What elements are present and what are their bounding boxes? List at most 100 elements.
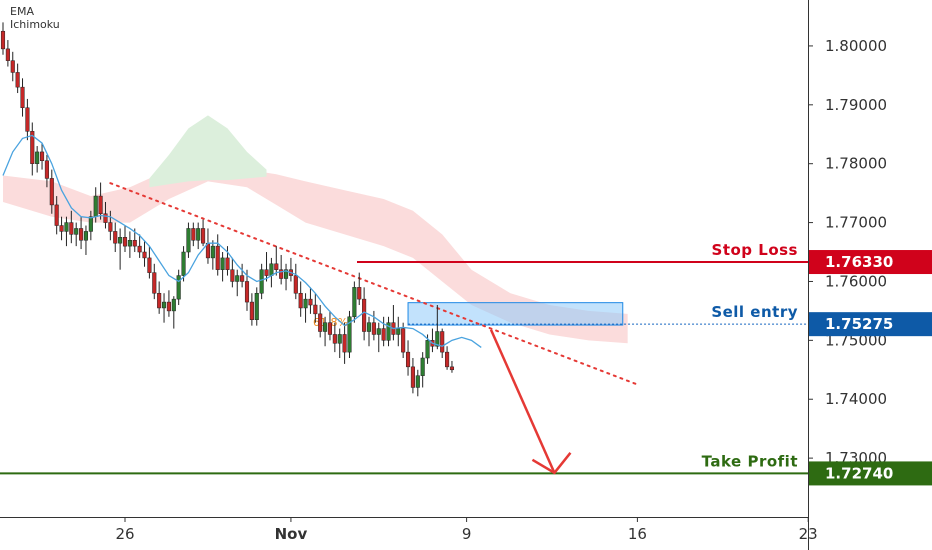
- candle: [313, 293, 318, 323]
- candle: [445, 346, 450, 370]
- candle-body: [15, 72, 20, 88]
- candle-body: [264, 269, 269, 276]
- candle: [161, 293, 167, 323]
- candle-body: [181, 251, 186, 276]
- candle: [303, 293, 308, 323]
- candle-body: [44, 160, 49, 179]
- price-tick-label: 1.76000: [825, 272, 887, 290]
- candle: [108, 210, 113, 241]
- candle-body: [259, 269, 264, 294]
- candle-body: [249, 301, 254, 320]
- candle-body: [157, 292, 162, 309]
- candle: [420, 352, 425, 388]
- candle-body: [405, 351, 411, 368]
- candle-body: [176, 275, 181, 300]
- ema-line: [2, 134, 482, 348]
- candle: [186, 222, 191, 258]
- candle: [196, 222, 201, 250]
- candle-body: [220, 257, 225, 270]
- candle-body: [425, 340, 430, 359]
- candle: [147, 246, 152, 279]
- level-label-sell-entry: Sell entry: [711, 303, 798, 321]
- candle: [118, 228, 123, 270]
- candle: [39, 143, 45, 170]
- candle: [191, 222, 196, 247]
- candle: [440, 328, 445, 359]
- sell-zone-box: [407, 302, 624, 326]
- candle: [269, 257, 274, 288]
- candle: [435, 305, 440, 350]
- candle: [362, 287, 367, 341]
- candle-body: [161, 301, 167, 309]
- candle: [20, 78, 25, 117]
- candle: [391, 305, 396, 341]
- candle-body: [337, 334, 342, 344]
- candle: [15, 63, 20, 94]
- candle: [298, 281, 303, 317]
- time-tick-label: Nov: [275, 525, 308, 543]
- candle-body: [215, 245, 220, 270]
- candle: [327, 310, 333, 341]
- candle: [405, 340, 411, 376]
- candle: [113, 222, 118, 253]
- candle: [240, 263, 245, 288]
- candle-body: [435, 331, 440, 347]
- candle-body: [342, 334, 347, 353]
- price-tag-value: 1.76330: [825, 253, 893, 271]
- candle: [386, 316, 391, 347]
- candle: [225, 246, 230, 276]
- candle: [410, 358, 415, 394]
- candle: [249, 293, 254, 326]
- candle-body: [445, 351, 450, 368]
- candle-body: [362, 298, 367, 332]
- indicator-label-ichimoku[interactable]: Ichimoku: [10, 18, 60, 31]
- level-label-stop-loss: Stop Loss: [712, 241, 798, 259]
- cloud-bearish: [3, 166, 628, 344]
- candle: [337, 328, 342, 359]
- candle: [166, 290, 171, 317]
- candle-body: [371, 322, 376, 335]
- price-tick-label: 1.77000: [825, 214, 887, 232]
- candle-body: [235, 275, 240, 282]
- candle-body: [30, 131, 35, 164]
- candle-body: [25, 107, 30, 132]
- price-tag-bg: [809, 312, 932, 337]
- candle: [201, 219, 206, 247]
- candle-body: [74, 228, 79, 235]
- arrow-head: [531, 452, 572, 475]
- price-tag-take-profit: 1.72740: [809, 461, 932, 486]
- candle: [181, 246, 186, 282]
- candle-body: [332, 334, 337, 344]
- candle-body: [69, 222, 74, 235]
- price-tag-value: 1.75275: [825, 315, 893, 333]
- candle-body: [39, 151, 45, 162]
- candle: [259, 263, 264, 300]
- trade-levels: Stop Loss Sell entry Take Profit: [0, 241, 808, 475]
- candle: [279, 254, 284, 285]
- candle-body: [152, 272, 157, 294]
- price-tag-bg: [809, 250, 932, 275]
- candle-body: [415, 375, 420, 388]
- candle-body: [357, 287, 362, 300]
- price-tag-bg: [809, 461, 932, 486]
- candle: [381, 316, 386, 347]
- candle-body: [244, 281, 250, 303]
- candle: [264, 252, 269, 282]
- candle-body: [147, 257, 152, 273]
- candle: [5, 40, 10, 67]
- candle-body: [186, 228, 191, 253]
- candle-body: [313, 304, 318, 315]
- indicator-label-ema[interactable]: EMA: [10, 5, 34, 18]
- candle: [88, 210, 93, 241]
- candle-body: [122, 237, 128, 247]
- candle-body: [83, 231, 89, 241]
- candle-body: [230, 269, 235, 282]
- candle: [176, 269, 181, 306]
- candle: [142, 240, 147, 267]
- candle: [308, 287, 313, 314]
- candle-body: [59, 225, 64, 232]
- candle-body: [35, 151, 40, 164]
- time-tick-label: 23: [799, 525, 818, 543]
- candle-body: [323, 322, 328, 332]
